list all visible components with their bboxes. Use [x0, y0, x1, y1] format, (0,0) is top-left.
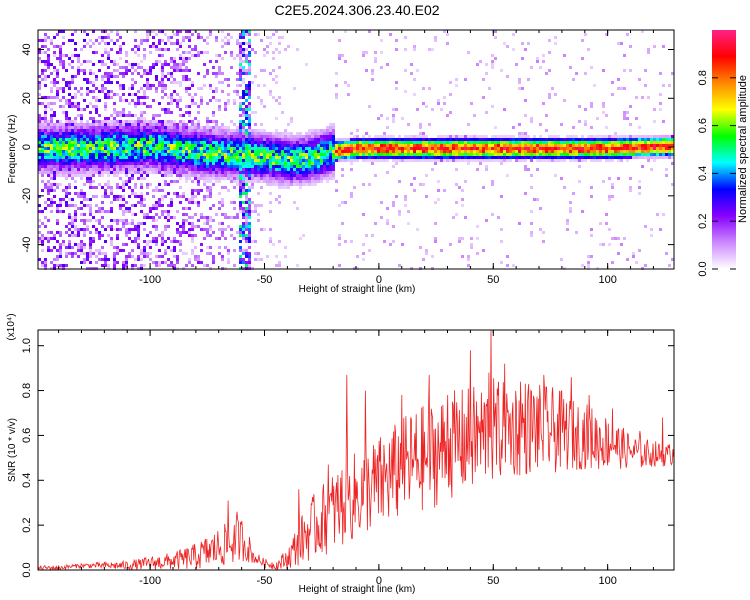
spectrogram-heatmap: [38, 30, 674, 270]
snr-ticks: -100 -50 0 50 100 0.0 0.2 0.4 0.6 0.8 1.0: [21, 330, 674, 587]
x-tick-label: -100: [139, 274, 161, 286]
snr-xlabel: Height of straight line (km): [299, 584, 416, 595]
x-tick-label: -50: [257, 575, 273, 587]
snr-ylabel: SNR (10 * v/v): [7, 418, 18, 482]
y-tick-label: 0.6: [21, 428, 33, 443]
y-tick-label: -40: [21, 237, 33, 253]
figure-title: C2E5.2024.306.23.40.E02: [274, 2, 439, 18]
x-tick-label: 0: [376, 274, 382, 286]
spectrogram-panel: -100 -50 0 50 100 -40 -20 0 20 40 Height of strai…: [7, 29, 675, 295]
snr-frame: [37, 329, 675, 571]
spectrogram-xlabel: Height of straight line (km): [299, 284, 416, 295]
colorbar-tick-label: 0.4: [697, 166, 709, 181]
x-tick-label: -50: [257, 274, 273, 286]
snr-multiplier: (x10⁴): [6, 313, 17, 340]
y-tick-label: 0.8: [21, 383, 33, 398]
y-tick-label: 0.4: [21, 473, 33, 488]
colorbar-tick-label: 0.6: [697, 118, 709, 133]
x-tick-label: 50: [487, 274, 499, 286]
colorbar-tick-label: 0.2: [697, 214, 709, 229]
y-tick-label: 20: [21, 92, 33, 104]
x-tick-label: -100: [139, 575, 161, 587]
y-tick-label: -20: [21, 188, 33, 204]
colorbar-ticks: 0.0 0.2 0.4 0.6 0.8: [697, 70, 736, 277]
y-tick-label: 40: [21, 43, 33, 55]
colorbar-label: Normalized spectral amplitude: [737, 75, 749, 223]
colorbar-tick-label: 0.0: [697, 261, 709, 276]
colorbar: 0.0 0.2 0.4 0.6 0.8 Normalized spectral ampl…: [697, 30, 749, 277]
x-tick-label: 50: [487, 575, 499, 587]
snr-series-line: [37, 329, 674, 572]
x-tick-label: 0: [376, 575, 382, 587]
colorbar-gradient: [712, 30, 736, 269]
snr-panel: -100 -50 0 50 100 0.0 0.2 0.4 0.6 0.8 1.0 Height o…: [6, 313, 675, 595]
snr-line: [37, 329, 674, 572]
x-tick-label: 100: [598, 274, 616, 286]
spectrogram-ticks: -100 -50 0 50 100 -40 -20 0 20 40: [21, 30, 674, 286]
y-tick-label: 0.2: [21, 517, 33, 532]
y-tick-label: 1.0: [21, 338, 33, 353]
colorbar-tick-label: 0.8: [697, 70, 709, 85]
y-tick-label: 0: [21, 144, 33, 150]
y-tick-label: 0.0: [21, 562, 33, 577]
spectrogram-ylabel: Frequency (Hz): [7, 115, 18, 184]
x-tick-label: 100: [598, 575, 616, 587]
